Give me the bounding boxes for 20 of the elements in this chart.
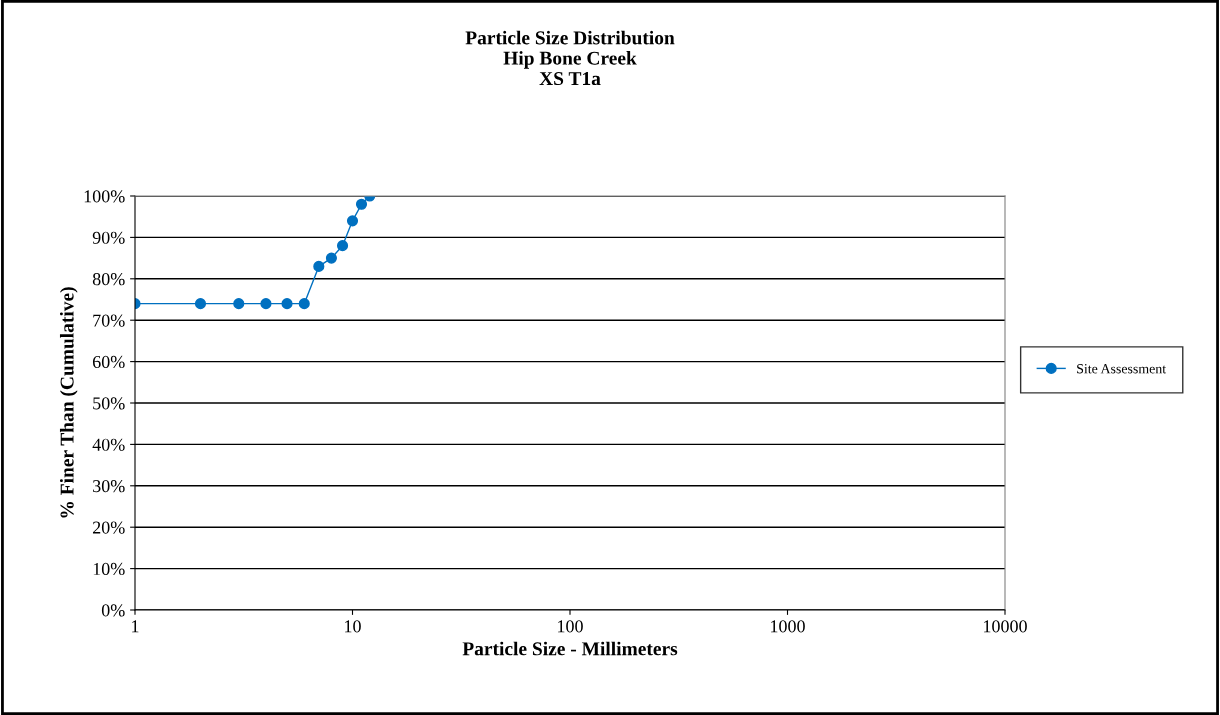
x-tick-label: 10 — [345, 620, 361, 633]
y-tick-label: 40% — [92, 438, 125, 451]
y-tick-label: 10% — [93, 562, 125, 576]
y-tick-label: 0% — [101, 604, 125, 617]
x-tick-label: 1000 — [771, 620, 805, 633]
x-tick-label: 100 — [558, 620, 583, 633]
y-tick-label: 30% — [93, 480, 125, 493]
y-tick-label: 20% — [92, 521, 125, 534]
x-tick-label: 1 — [132, 620, 139, 633]
chart-title: Particle Size Distribution Hip Bone Creek XS T1a — [465, 30, 675, 86]
y-tick-label: 100% — [84, 190, 125, 203]
y-tick-label: 60% — [92, 355, 125, 369]
x-axis-title: Particle Size - Millimeters — [462, 641, 678, 656]
y-tick-label: 70% — [93, 314, 125, 327]
y-tick-label: 80% — [92, 273, 125, 286]
y-tick-label: 50% — [93, 397, 125, 410]
y-tick-label: 90% — [92, 231, 125, 244]
y-axis-title: % Finer Than (Cumulative) — [59, 287, 78, 518]
x-tick-label: 10000 — [984, 620, 1027, 633]
legend-label: Site Assessment — [1077, 364, 1167, 374]
